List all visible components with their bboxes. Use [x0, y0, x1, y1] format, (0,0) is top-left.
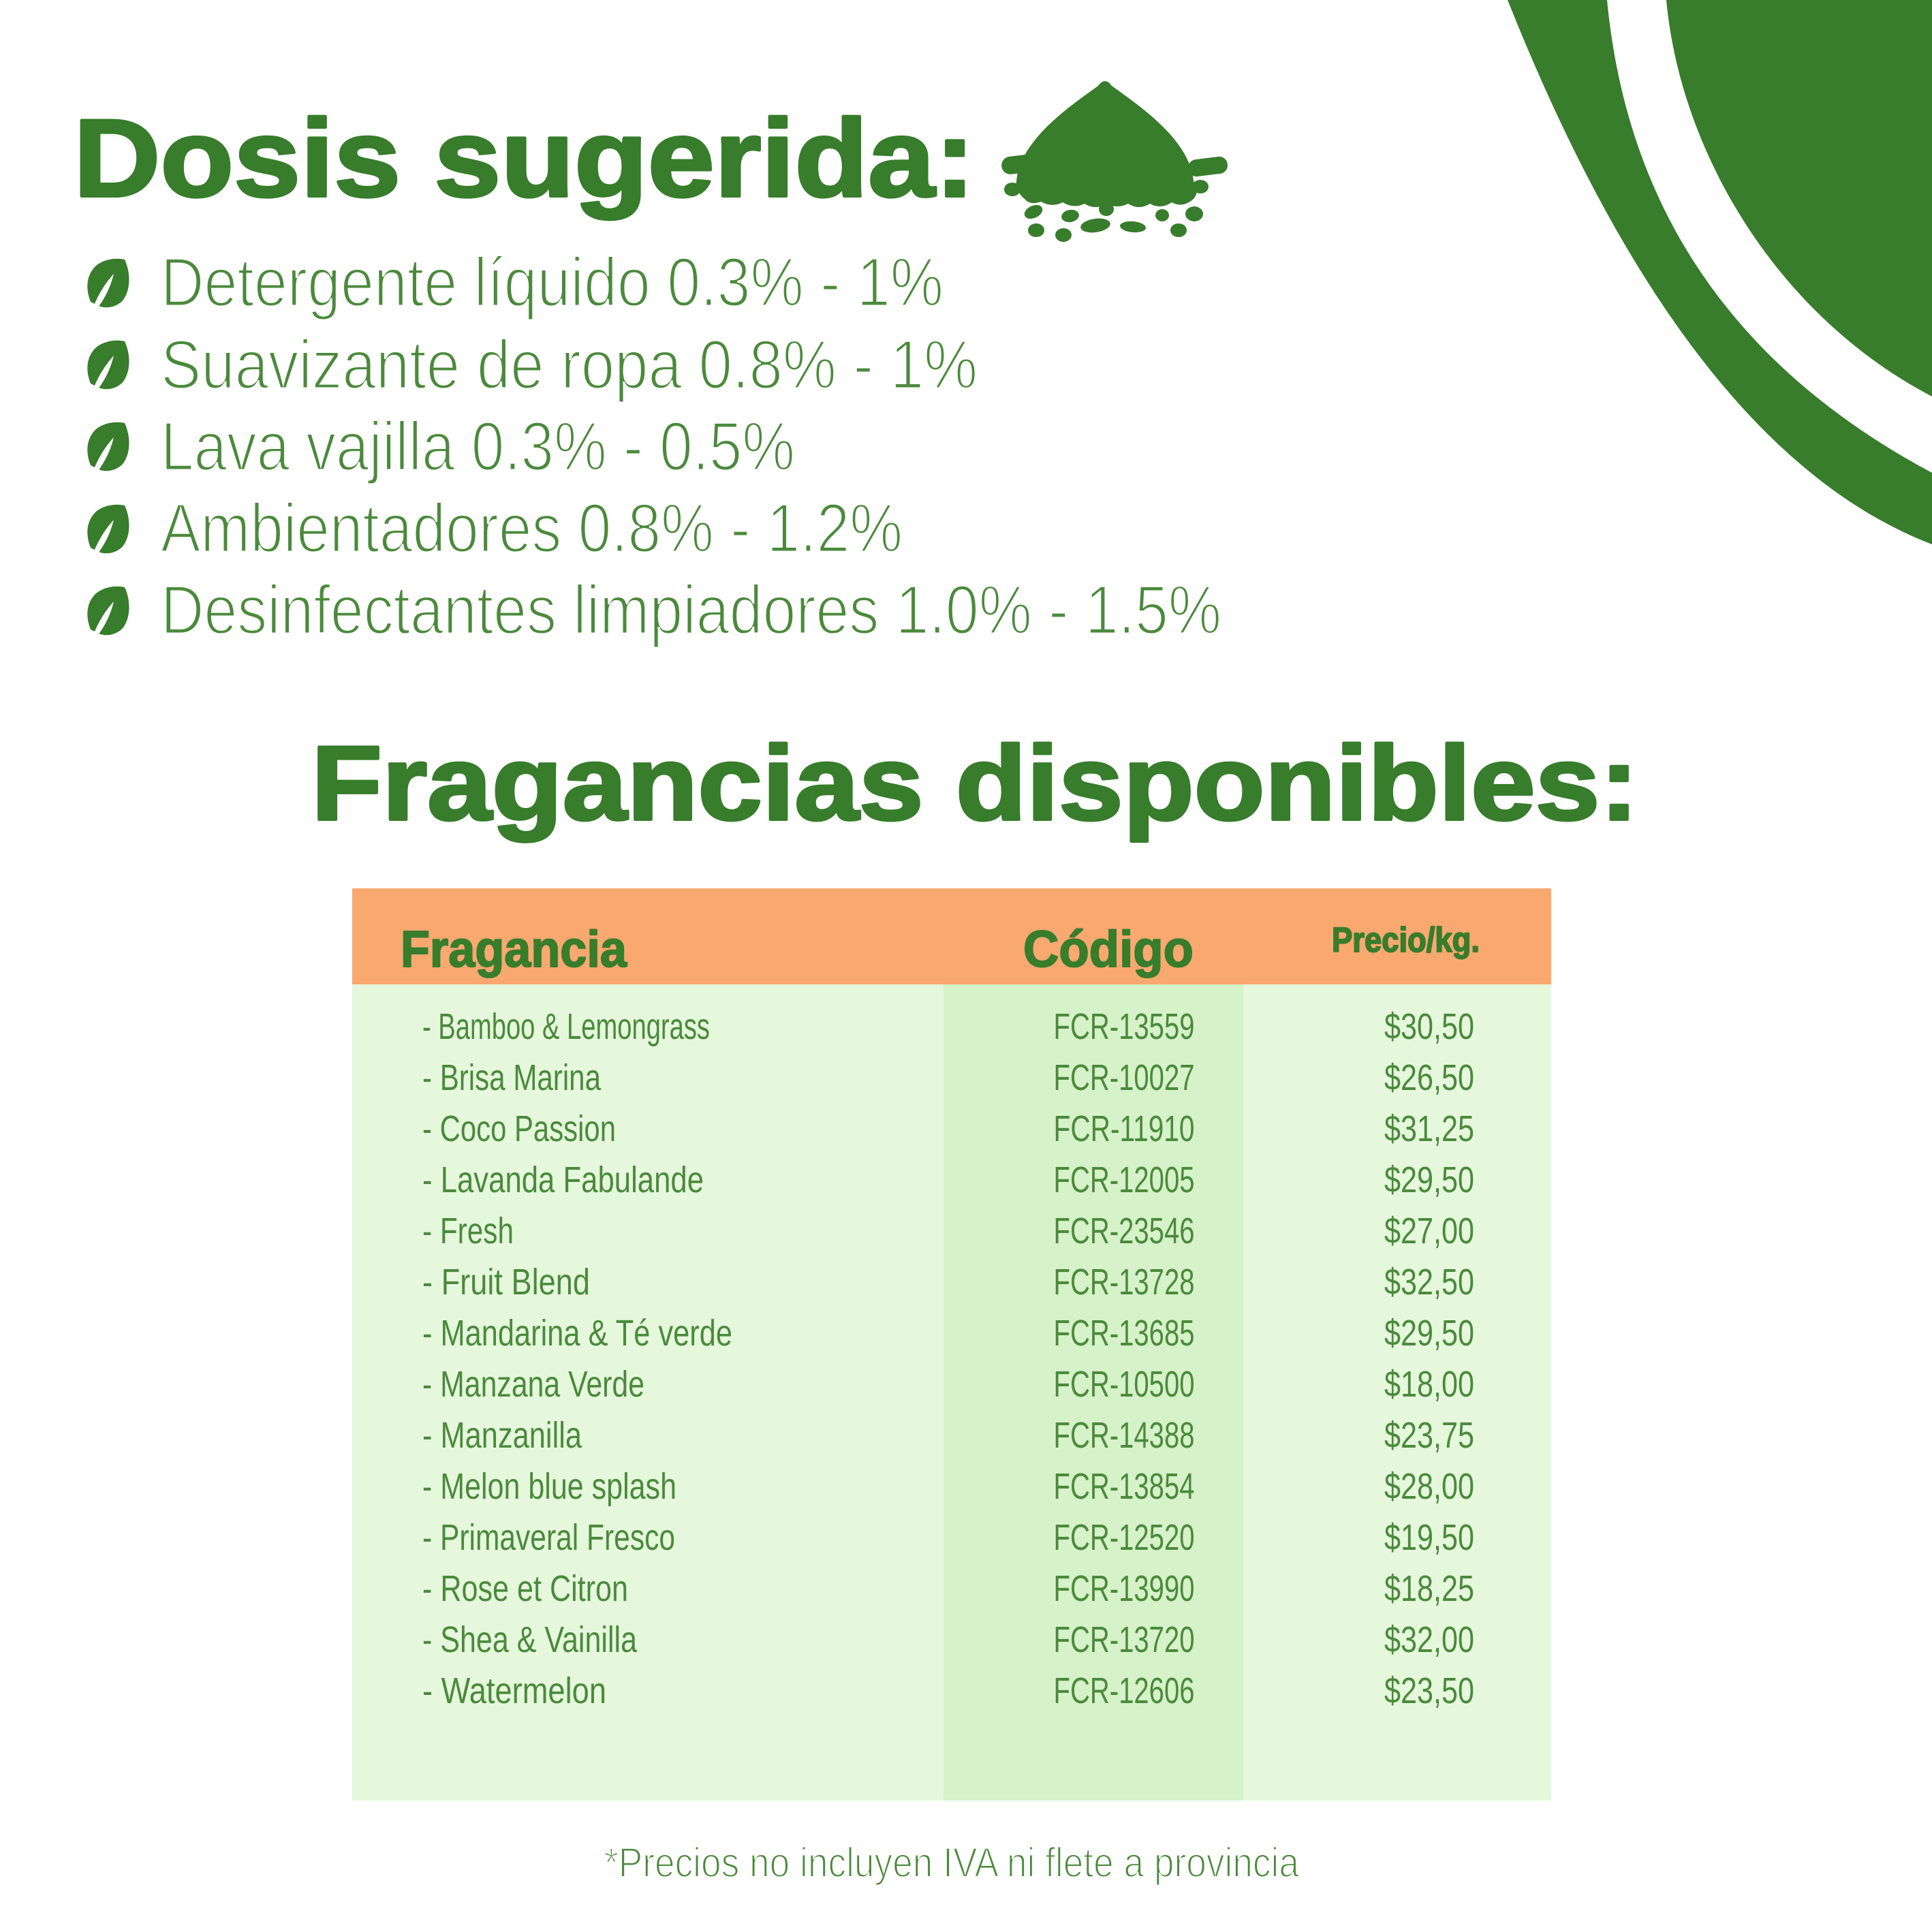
svg-text:Ambientadores 0.8% - 1.2%: Ambientadores 0.8% - 1.2% [161, 490, 903, 567]
svg-text:Lava vajilla 0.3% - 0.5%: Lava vajilla 0.3% - 0.5% [161, 409, 795, 485]
svg-text:FCR-14388: FCR-14388 [1054, 1415, 1195, 1456]
svg-text:$29,50: $29,50 [1384, 1313, 1474, 1354]
svg-text:FCR-13854: FCR-13854 [1054, 1466, 1195, 1507]
svg-text:- Watermelon: - Watermelon [422, 1670, 606, 1711]
svg-text:Dosis sugerida:: Dosis sugerida: [74, 97, 975, 220]
svg-text:FCR-12520: FCR-12520 [1054, 1517, 1195, 1558]
svg-text:FCR-12005: FCR-12005 [1054, 1159, 1195, 1200]
svg-text:FCR-23546: FCR-23546 [1054, 1211, 1195, 1251]
svg-text:Suavizante de ropa 0.8% - 1%: Suavizante de ropa 0.8% - 1% [161, 327, 978, 403]
svg-text:- Mandarina & Té verde: - Mandarina & Té verde [422, 1313, 732, 1354]
svg-text:FCR-13685: FCR-13685 [1054, 1313, 1195, 1354]
svg-text:- Coco Passion: - Coco Passion [422, 1108, 616, 1149]
svg-text:FCR-12606: FCR-12606 [1054, 1670, 1195, 1711]
svg-text:- Lavanda Fabulande: - Lavanda Fabulande [422, 1159, 704, 1200]
svg-text:FCR-13990: FCR-13990 [1054, 1568, 1195, 1609]
svg-text:FCR-13728: FCR-13728 [1054, 1262, 1195, 1303]
svg-text:- Melon blue splash: - Melon blue splash [422, 1466, 676, 1507]
svg-text:$32,50: $32,50 [1384, 1262, 1474, 1303]
svg-text:Fragancia: Fragancia [401, 920, 627, 978]
svg-text:Detergente líquido 0.3% - 1%: Detergente líquido 0.3% - 1% [161, 245, 944, 321]
svg-text:- Shea & Vainilla: - Shea & Vainilla [422, 1619, 638, 1660]
svg-text:Fragancias disponibles:: Fragancias disponibles: [311, 724, 1638, 842]
svg-text:$32,00: $32,00 [1384, 1619, 1474, 1660]
svg-text:- Rose et Citron: - Rose et Citron [422, 1568, 628, 1609]
svg-text:$27,00: $27,00 [1384, 1211, 1474, 1251]
svg-text:$19,50: $19,50 [1384, 1517, 1474, 1558]
svg-text:FCR-13559: FCR-13559 [1054, 1006, 1195, 1047]
svg-text:Desinfectantes limpiadores 1.0: Desinfectantes limpiadores 1.0% - 1.5% [161, 572, 1221, 649]
svg-text:- Manzanilla: - Manzanilla [422, 1415, 582, 1456]
svg-text:FCR-11910: FCR-11910 [1054, 1108, 1195, 1149]
svg-text:FCR-10027: FCR-10027 [1054, 1057, 1195, 1098]
svg-text:Precio/kg.: Precio/kg. [1332, 920, 1480, 959]
svg-text:- Primaveral Fresco: - Primaveral Fresco [422, 1517, 675, 1558]
svg-text:FCR-10500: FCR-10500 [1054, 1364, 1195, 1405]
svg-text:Código: Código [1023, 920, 1194, 978]
svg-text:- Brisa Marina: - Brisa Marina [422, 1057, 602, 1098]
svg-text:$23,75: $23,75 [1384, 1415, 1474, 1456]
svg-text:- Fruit Blend: - Fruit Blend [422, 1262, 590, 1303]
svg-text:$29,50: $29,50 [1384, 1159, 1474, 1200]
svg-text:$23,50: $23,50 [1384, 1670, 1474, 1711]
svg-text:$18,25: $18,25 [1384, 1568, 1474, 1609]
svg-text:- Manzana Verde: - Manzana Verde [422, 1364, 644, 1405]
svg-text:$28,00: $28,00 [1384, 1466, 1474, 1507]
svg-text:$30,50: $30,50 [1384, 1006, 1474, 1047]
svg-text:$26,50: $26,50 [1384, 1057, 1474, 1098]
svg-text:- Fresh: - Fresh [422, 1211, 514, 1251]
svg-text:*Precios no incluyen IVA ni fl: *Precios no incluyen IVA ni flete a prov… [604, 1839, 1299, 1886]
svg-text:$31,25: $31,25 [1384, 1108, 1474, 1149]
svg-text:FCR-13720: FCR-13720 [1054, 1619, 1195, 1660]
svg-text:$18,00: $18,00 [1384, 1364, 1474, 1405]
svg-text:- Bamboo & Lemongrass: - Bamboo & Lemongrass [422, 1006, 710, 1047]
